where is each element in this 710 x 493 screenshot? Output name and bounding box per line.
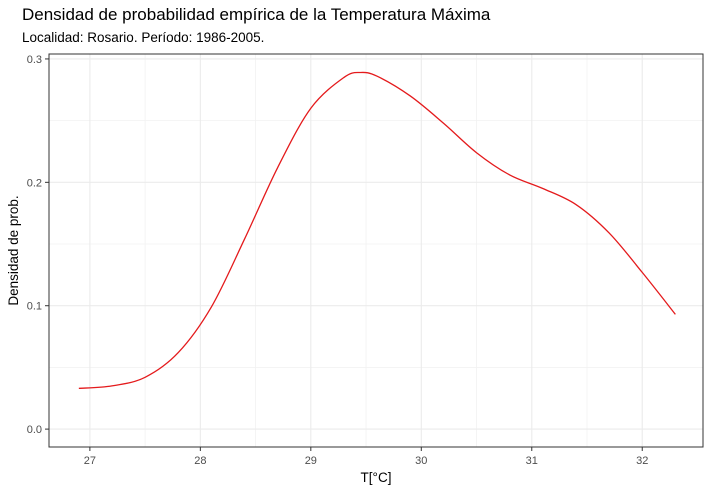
chart-title: Densidad de probabilidad empírica de la … xyxy=(22,5,491,24)
x-tick-label: 28 xyxy=(194,455,206,467)
x-axis: 27 28 29 30 31 32 xyxy=(84,447,648,467)
y-tick-label: 0.3 xyxy=(27,54,42,66)
grid-minor xyxy=(49,54,703,447)
x-tick-label: 30 xyxy=(415,455,427,467)
y-tick-label: 0.2 xyxy=(27,177,42,189)
y-tick-label: 0.0 xyxy=(27,424,42,436)
y-axis: 0.0 0.1 0.2 0.3 xyxy=(27,54,49,436)
y-axis-title: Densidad de prob. xyxy=(6,195,21,305)
panel-border xyxy=(48,53,704,448)
x-axis-title: T[°C] xyxy=(361,470,392,485)
series-layer xyxy=(78,71,676,390)
x-tick-label: 29 xyxy=(305,455,317,467)
x-tick-label: 31 xyxy=(526,455,538,467)
y-tick-label: 0.1 xyxy=(27,301,42,313)
density-line xyxy=(78,71,676,390)
chart-subtitle: Localidad: Rosario. Período: 1986-2005. xyxy=(22,30,265,45)
grid-major xyxy=(49,54,703,447)
x-tick-label: 27 xyxy=(84,455,96,467)
x-tick-label: 32 xyxy=(636,455,648,467)
